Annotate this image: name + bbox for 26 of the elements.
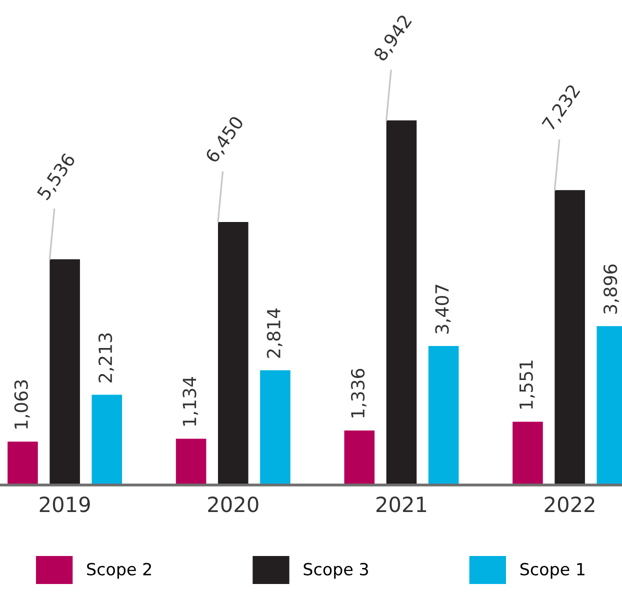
x-tick-label: 2019: [40, 496, 90, 512]
bar: [428, 346, 459, 485]
bar: [92, 394, 122, 485]
bar: [218, 222, 248, 485]
bar: [50, 259, 80, 485]
bar: [8, 442, 38, 485]
data-label: 1,336: [350, 368, 366, 418]
legend-label: Scope 2: [87, 562, 151, 579]
legend-label: Scope 1: [520, 562, 584, 579]
data-label: 1,134: [182, 376, 198, 426]
data-label: 3,896: [603, 264, 619, 314]
x-tick-label: 2022: [544, 496, 594, 512]
bar: [512, 422, 543, 485]
data-label: 3,407: [435, 284, 451, 334]
bar: [260, 370, 290, 485]
bar: [176, 438, 206, 485]
legend-label: Scope 3: [304, 562, 368, 579]
bar: [344, 430, 375, 485]
x-tick-label: 2020: [208, 496, 258, 512]
data-label: 2,213: [98, 333, 114, 382]
data-label: 2,814: [266, 308, 282, 358]
bar: [386, 120, 417, 485]
data-label: 1,063: [14, 380, 30, 429]
x-tick-label: 2021: [376, 496, 426, 512]
data-label: 1,551: [520, 360, 535, 409]
bar: [554, 190, 585, 485]
